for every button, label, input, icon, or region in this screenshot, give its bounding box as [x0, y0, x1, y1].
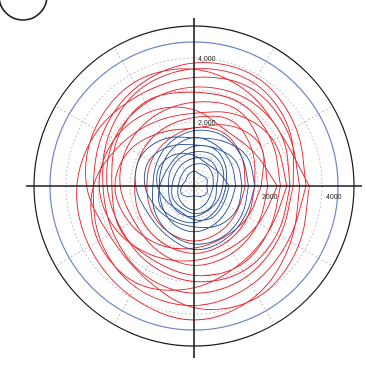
axis-layer: [26, 18, 362, 358]
series-layer: [76, 62, 310, 321]
tick-labels: 4,000 2,000 2000 4000: [198, 56, 342, 201]
trace-0-1: [92, 62, 307, 307]
trace-0-11: [76, 76, 301, 321]
grid-spoke-60: [193, 47, 275, 187]
tick-label-2: 2000: [262, 194, 278, 201]
grid-spoke-330: [193, 185, 333, 267]
outer-ring: [33, 25, 355, 347]
corner-badge-circle: [0, 0, 48, 21]
trace-1-0: [168, 151, 225, 218]
trace-0-10: [90, 111, 288, 291]
corner-badge: [0, 0, 48, 21]
grid-spoke-30: [193, 105, 333, 187]
tick-label-3: 4000: [326, 194, 342, 201]
grid-spoke-150: [55, 105, 195, 187]
grid-spoke-210: [55, 185, 195, 267]
tick-label-1: 2,000: [198, 120, 216, 127]
trace-0-2: [85, 68, 310, 311]
grid-spoke-300: [193, 185, 275, 325]
grid-spoke-240: [113, 185, 195, 325]
tick-label-0: 4,000: [198, 56, 216, 63]
